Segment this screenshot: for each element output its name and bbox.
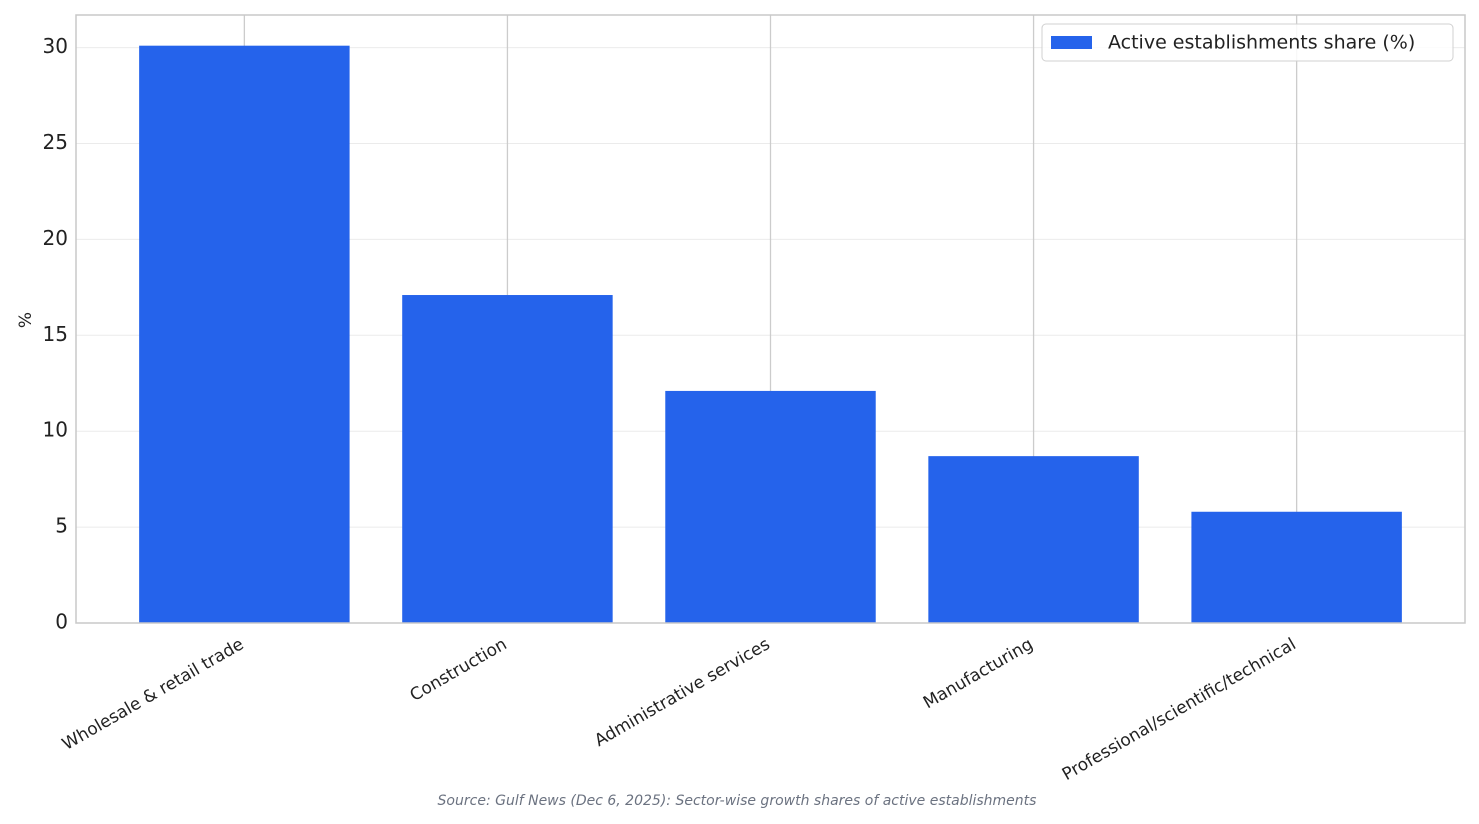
y-axis-label: % [16,312,36,328]
x-tick-label: Construction [407,634,511,705]
bar [1191,511,1402,623]
y-tick-label: 15 [43,322,68,346]
y-tick-label: 20 [43,226,68,250]
bar [139,45,350,624]
source-note: Source: Gulf News (Dec 6, 2025): Sector-… [438,793,1037,809]
bar [402,295,613,623]
legend-label: Active establishments share (%) [1108,32,1415,54]
legend: Active establishments share (%) [1041,23,1454,62]
legend-swatch [1051,36,1092,49]
x-tick-label: Manufacturing [920,634,1037,713]
legend-box [1041,23,1454,62]
y-tick-label: 5 [55,514,68,538]
x-tick-label: Professional/scientific/technical [1059,634,1300,785]
y-tick-label: 10 [43,418,68,442]
y-tick-label: 25 [43,130,68,154]
bar [928,456,1139,623]
y-tick-label: 30 [43,34,68,58]
bar [665,390,876,623]
x-tick-label: Wholesale & retail trade [59,634,247,754]
y-tick-label: 0 [55,610,68,634]
plot-frame [75,14,1466,624]
x-tick-label: Administrative services [591,634,773,751]
